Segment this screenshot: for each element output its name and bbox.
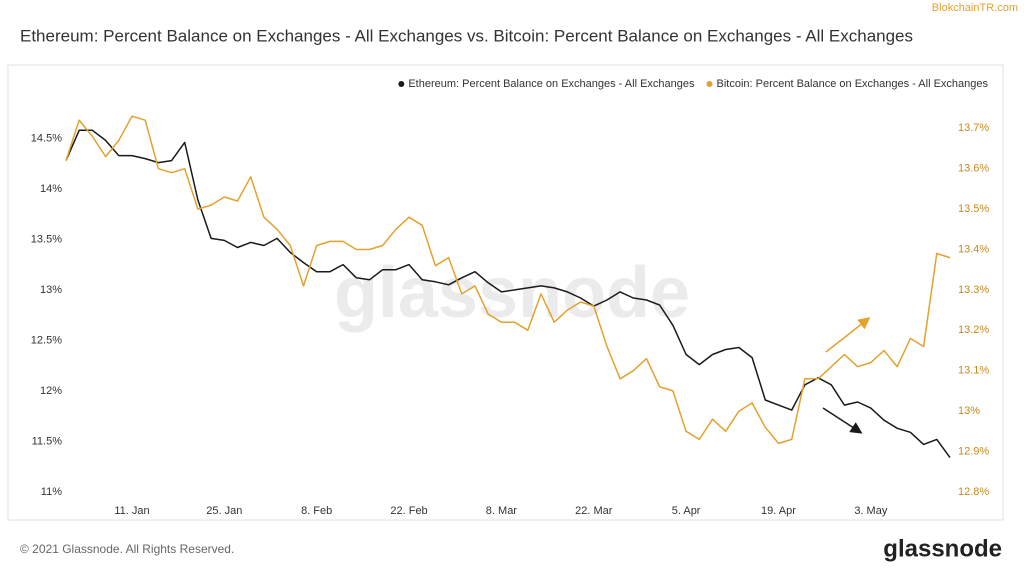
x-tick-label: 19. Apr <box>761 505 796 517</box>
chart-title: Ethereum: Percent Balance on Exchanges -… <box>20 26 913 45</box>
legend-label: Bitcoin: Percent Balance on Exchanges - … <box>717 78 989 90</box>
y-tick-label: 14.5% <box>31 132 62 144</box>
x-tick-label: 25. Jan <box>206 505 242 517</box>
chart-frame <box>7 64 1004 521</box>
y2-tick-label: 13.1% <box>958 365 989 377</box>
y-tick-label: 12.5% <box>31 334 62 346</box>
x-tick-label: 11. Jan <box>114 505 149 517</box>
annotation-arrow <box>825 317 871 353</box>
x-tick-label: 22. Mar <box>575 505 613 517</box>
series-line <box>65 115 951 445</box>
x-tick-label: 5. Apr <box>672 505 701 517</box>
y-tick-label: 13% <box>40 284 62 296</box>
y2-tick-label: 12.9% <box>958 445 989 457</box>
y2-tick-label: 12.8% <box>958 486 989 498</box>
y-tick-label: 12% <box>40 385 62 397</box>
y2-tick-label: 13.4% <box>958 243 989 255</box>
footer-logo: glassnode <box>883 535 1002 562</box>
x-tick-label: 3. May <box>854 505 888 517</box>
site-mark: BlokchainTR.com <box>932 2 1018 14</box>
y2-tick-label: 13.6% <box>958 163 989 175</box>
legend-swatch <box>706 81 713 87</box>
plot: 11% 11.5% 12% 12.5% 13% 13.5% 14% 14.5% 12.8% 12.… <box>31 115 989 517</box>
y2-tick-label: 13.5% <box>958 203 989 215</box>
y-tick-label: 13.5% <box>31 233 62 245</box>
copyright: © 2021 Glassnode. All Rights Reserved. <box>20 542 234 556</box>
y-tick-label: 14% <box>40 183 62 195</box>
y2-tick-label: 13.2% <box>958 324 989 336</box>
x-tick-label: 8. Feb <box>301 505 332 517</box>
legend-label: Ethereum: Percent Balance on Exchanges -… <box>408 78 695 90</box>
x-tick-label: 8. Mar <box>486 505 518 517</box>
watermark: glassnode <box>334 253 690 333</box>
x-tick-label: 22. Feb <box>390 505 427 517</box>
y2-tick-label: 13.3% <box>958 284 989 296</box>
y-tick-label: 11.5% <box>32 435 63 447</box>
y2-tick-label: 13.7% <box>958 122 989 134</box>
legend-swatch <box>398 81 405 87</box>
annotation-arrow <box>822 407 863 434</box>
y-tick-label: 11% <box>41 486 62 498</box>
y2-tick-label: 13% <box>958 405 980 417</box>
